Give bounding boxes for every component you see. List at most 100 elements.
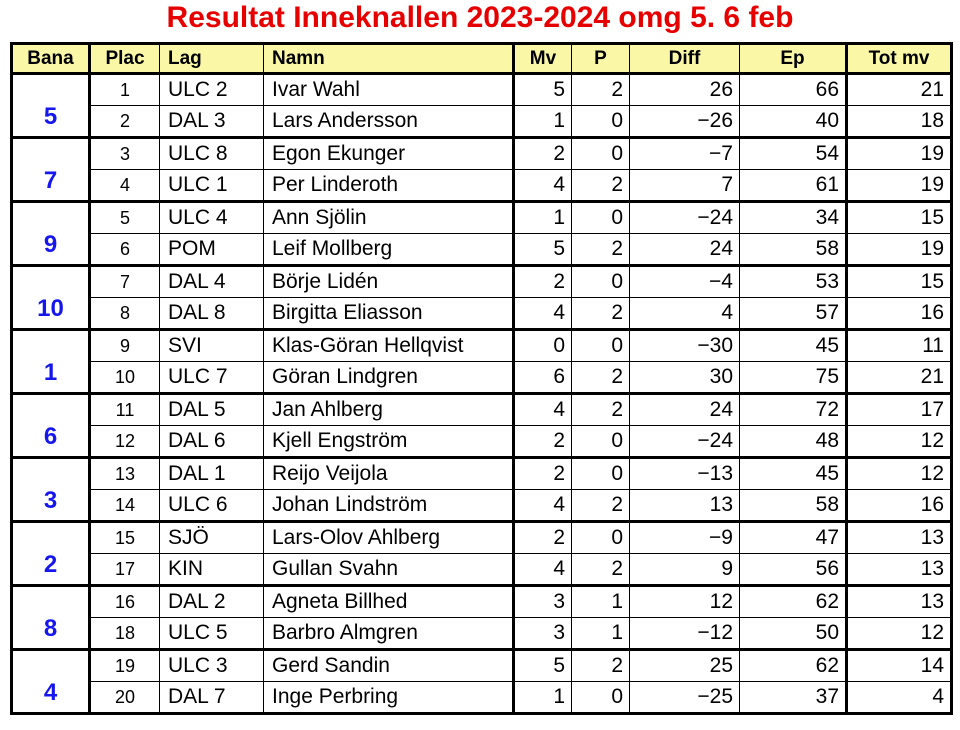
- namn-cell: Göran Lindgren: [263, 361, 515, 395]
- mv-cell: 1: [513, 201, 572, 234]
- bana-cell: 3: [11, 457, 91, 523]
- mv-cell: 5: [513, 233, 572, 267]
- ep-cell: 62: [739, 585, 848, 618]
- table-row: 17 KIN Gullan Svahn 4 2 9 56 13: [12, 553, 952, 587]
- table-row: 14 ULC 6 Johan Lindström 4 2 13 58 16: [12, 489, 952, 523]
- totmv-cell: 12: [846, 425, 952, 459]
- lag-cell: SJÖ: [159, 521, 264, 554]
- lag-cell: ULC 5: [159, 617, 264, 651]
- lag-cell: ULC 6: [159, 489, 264, 523]
- results-table: Bana Plac Lag Namn Mv P Diff Ep Tot mv 5 1 ULC 2 Iv…: [10, 42, 953, 715]
- table-row: 3 13 DAL 1 Reijo Veijola 2 0 −13 45 12: [11, 457, 952, 523]
- totmv-cell: 15: [846, 265, 952, 298]
- lag-cell: ULC 1: [159, 169, 264, 203]
- totmv-cell: 21: [846, 73, 952, 106]
- ep-cell: 47: [739, 521, 848, 554]
- namn-cell: Egon Ekunger: [263, 137, 515, 170]
- plac-cell: 15: [89, 521, 160, 554]
- column-header-plac: Plac: [89, 43, 160, 75]
- mv-cell: 5: [513, 73, 572, 106]
- bana-cell: 7: [11, 137, 91, 203]
- page-title: Resultat Inneknallen 2023-2024 omg 5. 6 …: [166, 1, 794, 34]
- column-header-ep: Ep: [739, 43, 848, 75]
- p-cell: 0: [571, 521, 630, 554]
- diff-cell: −12: [629, 617, 740, 651]
- plac-cell: 7: [89, 265, 160, 298]
- column-header-lag: Lag: [159, 43, 264, 75]
- mv-cell: 2: [513, 457, 572, 490]
- table-row: 6 POM Leif Mollberg 5 2 24 58 19: [12, 233, 952, 267]
- lag-cell: DAL 7: [159, 681, 264, 715]
- mv-cell: 2: [513, 521, 572, 554]
- p-cell: 0: [571, 201, 630, 234]
- diff-cell: 25: [629, 649, 740, 682]
- totmv-cell: 21: [846, 361, 952, 395]
- totmv-cell: 19: [846, 233, 952, 267]
- column-header-namn: Namn: [263, 43, 515, 75]
- namn-cell: Lars-Olov Ahlberg: [263, 521, 515, 554]
- plac-cell: 10: [89, 361, 160, 395]
- bana-cell: 4: [11, 649, 91, 715]
- namn-cell: Per Linderoth: [263, 169, 515, 203]
- mv-cell: 4: [513, 297, 572, 331]
- table-row: 8 16 DAL 2 Agneta Billhed 3 1 12 62 13: [11, 585, 952, 651]
- lag-cell: KIN: [159, 553, 264, 587]
- table-row: 7 3 ULC 8 Egon Ekunger 2 0 −7 54 19: [11, 137, 952, 203]
- plac-cell: 13: [89, 457, 160, 490]
- plac-cell: 1: [89, 73, 160, 106]
- ep-cell: 48: [739, 425, 848, 459]
- lag-cell: DAL 1: [159, 457, 264, 490]
- plac-cell: 17: [89, 553, 160, 587]
- plac-cell: 19: [89, 649, 160, 682]
- namn-cell: Kjell Engström: [263, 425, 515, 459]
- totmv-cell: 18: [846, 105, 952, 139]
- column-header-mv: Mv: [513, 43, 572, 75]
- p-cell: 2: [571, 73, 630, 106]
- diff-cell: −24: [629, 425, 740, 459]
- plac-cell: 6: [89, 233, 160, 267]
- totmv-cell: 4: [846, 681, 952, 715]
- table-row: 4 ULC 1 Per Linderoth 4 2 7 61 19: [12, 169, 952, 203]
- p-cell: 2: [571, 649, 630, 682]
- diff-cell: −4: [629, 265, 740, 298]
- p-cell: 2: [571, 393, 630, 426]
- bana-cell: 10: [11, 265, 91, 331]
- diff-cell: −25: [629, 681, 740, 715]
- column-header-p: P: [571, 43, 630, 75]
- p-cell: 0: [571, 425, 630, 459]
- column-header-totmv: Tot mv: [846, 43, 952, 75]
- p-cell: 2: [571, 489, 630, 523]
- table-row: 10 ULC 7 Göran Lindgren 6 2 30 75 21: [12, 361, 952, 395]
- namn-cell: Börje Lidén: [263, 265, 515, 298]
- totmv-cell: 15: [846, 201, 952, 234]
- lag-cell: ULC 4: [159, 201, 264, 234]
- mv-cell: 4: [513, 489, 572, 523]
- header-row: Bana Plac Lag Namn Mv P Diff Ep Tot mv: [11, 43, 952, 75]
- p-cell: 0: [571, 457, 630, 490]
- ep-cell: 62: [739, 649, 848, 682]
- bana-cell: 8: [11, 585, 91, 651]
- ep-cell: 75: [739, 361, 848, 395]
- namn-cell: Barbro Almgren: [263, 617, 515, 651]
- namn-cell: Reijo Veijola: [263, 457, 515, 490]
- plac-cell: 20: [89, 681, 160, 715]
- ep-cell: 56: [739, 553, 848, 587]
- namn-cell: Birgitta Eliasson: [263, 297, 515, 331]
- namn-cell: Inge Perbring: [263, 681, 515, 715]
- plac-cell: 16: [89, 585, 160, 618]
- totmv-cell: 13: [846, 585, 952, 618]
- diff-cell: −7: [629, 137, 740, 170]
- totmv-cell: 16: [846, 489, 952, 523]
- plac-cell: 8: [89, 297, 160, 331]
- ep-cell: 57: [739, 297, 848, 331]
- namn-cell: Johan Lindström: [263, 489, 515, 523]
- table-row: 12 DAL 6 Kjell Engström 2 0 −24 48 12: [12, 425, 952, 459]
- totmv-cell: 13: [846, 553, 952, 587]
- mv-cell: 2: [513, 137, 572, 170]
- table-row: 20 DAL 7 Inge Perbring 1 0 −25 37 4: [12, 681, 952, 715]
- table-row: 9 5 ULC 4 Ann Sjölin 1 0 −24 34 15: [11, 201, 952, 267]
- diff-cell: 24: [629, 393, 740, 426]
- ep-cell: 54: [739, 137, 848, 170]
- table-row: 8 DAL 8 Birgitta Eliasson 4 2 4 57 16: [12, 297, 952, 331]
- mv-cell: 6: [513, 361, 572, 395]
